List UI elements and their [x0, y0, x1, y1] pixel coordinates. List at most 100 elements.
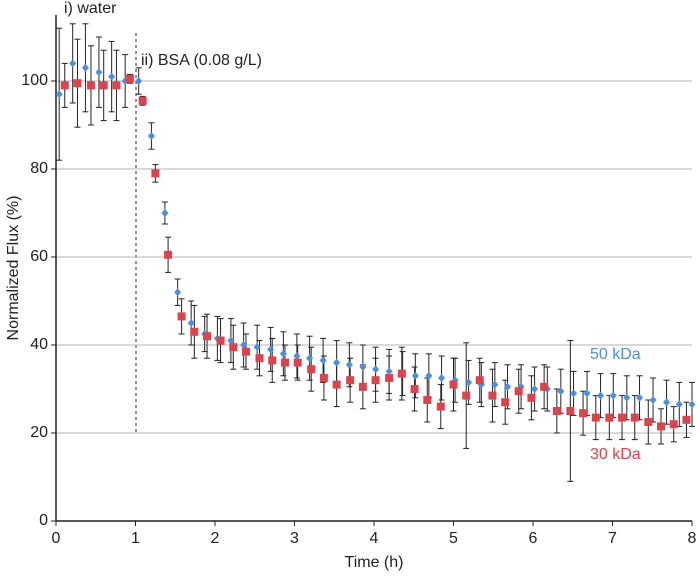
- point: [253, 343, 261, 352]
- point: [268, 356, 277, 365]
- point: [411, 371, 419, 380]
- x-tick-label: 2: [211, 530, 220, 547]
- x-tick-label: 4: [370, 530, 379, 547]
- point: [306, 354, 314, 363]
- point: [688, 400, 696, 409]
- point: [138, 96, 147, 105]
- point: [465, 378, 473, 387]
- y-tick-label: 0: [39, 512, 48, 529]
- point: [161, 209, 169, 217]
- point: [371, 376, 380, 385]
- point: [177, 312, 186, 321]
- point: [346, 376, 355, 385]
- point: [227, 336, 235, 345]
- point: [307, 365, 316, 374]
- point: [663, 398, 671, 407]
- point: [359, 363, 367, 371]
- y-tick-label: 20: [30, 424, 48, 441]
- point: [583, 389, 591, 398]
- point: [147, 132, 155, 140]
- point: [187, 319, 195, 327]
- point: [385, 374, 394, 382]
- annotation: ii) BSA (0.08 g/L): [141, 52, 262, 69]
- point: [255, 354, 264, 363]
- point: [527, 393, 536, 402]
- point: [531, 385, 539, 393]
- y-tick-label: 60: [30, 248, 48, 265]
- x-tick-label: 3: [290, 530, 299, 547]
- point: [69, 59, 77, 68]
- point: [449, 380, 458, 389]
- point: [656, 422, 665, 431]
- point: [438, 374, 446, 382]
- point: [579, 409, 588, 418]
- x-tick-label: 8: [688, 530, 697, 547]
- point: [86, 81, 95, 90]
- point: [385, 367, 393, 376]
- x-tick-label: 6: [529, 530, 538, 547]
- point: [552, 407, 561, 415]
- point: [636, 393, 644, 402]
- point: [423, 396, 432, 404]
- point: [135, 77, 143, 85]
- point: [570, 389, 578, 398]
- point: [319, 356, 327, 365]
- point: [293, 352, 301, 360]
- point: [475, 376, 484, 385]
- point: [488, 391, 497, 400]
- point: [649, 396, 657, 404]
- point: [591, 413, 600, 422]
- point: [675, 400, 683, 409]
- point: [216, 336, 225, 345]
- point: [597, 391, 605, 400]
- point: [242, 347, 251, 356]
- point: [279, 349, 287, 358]
- point: [125, 74, 134, 83]
- point: [566, 407, 575, 415]
- point: [73, 79, 82, 88]
- x-tick-label: 1: [131, 530, 140, 547]
- legend-label: 30 kDa: [590, 446, 641, 463]
- point: [557, 387, 565, 396]
- point: [436, 402, 445, 411]
- point: [501, 398, 510, 407]
- y-tick-label: 100: [21, 72, 48, 89]
- point: [203, 332, 212, 341]
- x-tick-label: 0: [52, 530, 61, 547]
- point: [372, 365, 380, 374]
- point: [174, 288, 182, 297]
- point: [682, 415, 691, 424]
- point: [514, 387, 523, 396]
- point: [345, 360, 353, 369]
- point: [55, 90, 63, 99]
- point: [99, 81, 108, 90]
- point: [462, 391, 471, 400]
- point: [190, 327, 199, 336]
- point: [267, 345, 275, 354]
- point: [410, 385, 419, 393]
- point: [333, 358, 341, 367]
- point: [229, 343, 238, 352]
- y-tick-label: 40: [30, 336, 48, 353]
- point: [623, 393, 631, 402]
- point: [504, 382, 512, 391]
- point: [319, 374, 328, 382]
- point: [618, 413, 627, 422]
- x-tick-label: 7: [608, 530, 617, 547]
- point: [397, 369, 406, 378]
- point: [609, 391, 617, 400]
- x-axis-label: Time (h): [345, 554, 404, 571]
- point: [240, 341, 248, 349]
- y-tick-label: 80: [30, 160, 48, 177]
- point: [108, 72, 116, 81]
- point: [358, 382, 367, 391]
- point: [60, 81, 69, 90]
- point: [644, 418, 653, 426]
- point: [491, 380, 499, 389]
- legend-label: 50 kDa: [590, 346, 641, 363]
- point: [81, 63, 89, 72]
- point: [280, 358, 289, 367]
- y-axis-label: Normalized Flux (%): [5, 196, 22, 341]
- point: [332, 380, 341, 389]
